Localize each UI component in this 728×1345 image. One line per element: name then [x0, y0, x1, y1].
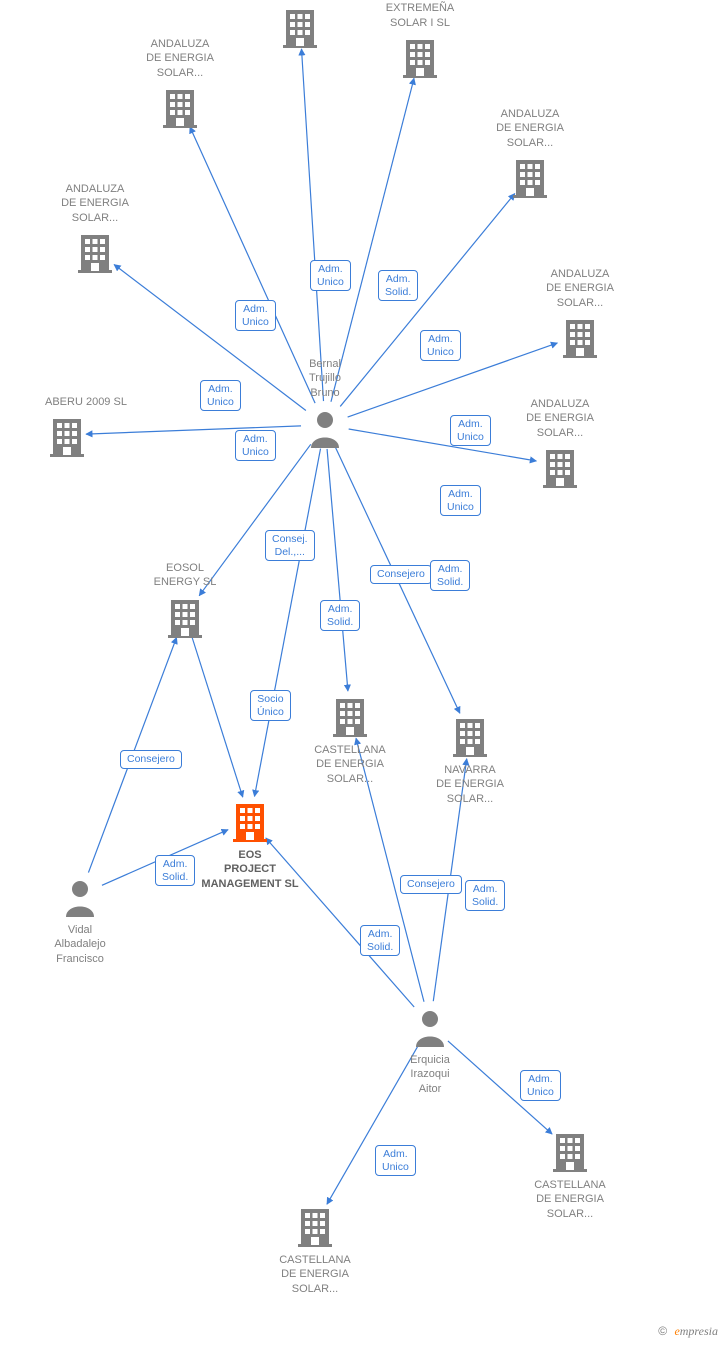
node-label: CASTELLANA DE ENERGIA SOLAR... [520, 1178, 620, 1221]
edge-label: Adm. Solid. [320, 600, 360, 631]
node-c_and1[interactable]: ANDALUZA DE ENERGIA SOLAR... [250, 0, 350, 48]
node-c_and2[interactable]: ANDALUZA DE ENERGIA SOLAR... [130, 37, 230, 128]
edge-label: Consejero [400, 875, 462, 894]
node-label: ANDALUZA DE ENERGIA SOLAR... [510, 397, 610, 440]
node-p_aitor[interactable]: Erquicia Irazoqui Aitor [380, 1003, 480, 1096]
building-icon [228, 798, 272, 842]
edge-label: Consejero [120, 750, 182, 769]
edge-label: Adm. Unico [520, 1070, 561, 1101]
node-c_and6[interactable]: ANDALUZA DE ENERGIA SOLAR... [510, 397, 610, 488]
node-c_aberu[interactable]: ABERU 2009 SL [45, 395, 195, 457]
node-label: ABERU 2009 SL [45, 395, 195, 409]
edge-label: Consej. Del.,... [265, 530, 315, 561]
edge-label: Adm. Solid. [378, 270, 418, 301]
edge-label: Adm. Unico [440, 485, 481, 516]
node-c_cast2[interactable]: CASTELLANA DE ENERGIA SOLAR... [265, 1203, 365, 1296]
node-label: COMPAÑIA EXTREMEÑA SOLAR I SL [370, 0, 470, 30]
edge-label: Socio Único [250, 690, 291, 721]
building-icon [448, 713, 492, 757]
edge-label: Adm. Unico [420, 330, 461, 361]
edge-label: Adm. Unico [200, 380, 241, 411]
node-label: Vidal Albadalejo Francisco [30, 923, 130, 966]
node-c_eosol[interactable]: EOSOL ENERGY SL [135, 561, 235, 638]
node-label: CASTELLANA DE ENERGIA SOLAR... [300, 743, 400, 786]
edge-label: Adm. Unico [310, 260, 351, 291]
node-c_nav[interactable]: NAVARRA DE ENERGIA SOLAR... [420, 713, 520, 806]
edge-label: Adm. Solid. [155, 855, 195, 886]
building-icon [45, 413, 89, 457]
node-c_cast3[interactable]: CASTELLANA DE ENERGIA SOLAR... [520, 1128, 620, 1221]
edge-label: Adm. Solid. [430, 560, 470, 591]
footer-copyright: © empresia [658, 1324, 718, 1339]
copyright-symbol: © [658, 1324, 667, 1338]
node-label: ANDALUZA DE ENERGIA SOLAR... [130, 37, 230, 80]
node-c_and5[interactable]: ANDALUZA DE ENERGIA SOLAR... [530, 267, 630, 358]
edge-label: Adm. Solid. [465, 880, 505, 911]
node-label: EOS PROJECT MANAGEMENT SL [200, 848, 300, 891]
building-icon [73, 229, 117, 273]
building-icon [538, 444, 582, 488]
person-icon [408, 1003, 452, 1047]
building-icon [508, 154, 552, 198]
logo-rest: mpresia [680, 1324, 718, 1338]
edge-line [301, 49, 323, 401]
node-label: ANDALUZA DE ENERGIA SOLAR... [45, 182, 145, 225]
building-icon [158, 84, 202, 128]
node-c_cast1[interactable]: CASTELLANA DE ENERGIA SOLAR... [300, 693, 400, 786]
building-icon [398, 34, 442, 78]
node-label: Bernal Trujillo Bruno [275, 357, 375, 400]
building-icon [293, 1203, 337, 1247]
node-c_ext[interactable]: COMPAÑIA EXTREMEÑA SOLAR I SL [370, 0, 470, 78]
node-c_and3[interactable]: ANDALUZA DE ENERGIA SOLAR... [480, 107, 580, 198]
edge-label: Consejero [370, 565, 432, 584]
edge-line [331, 78, 414, 402]
building-icon [558, 314, 602, 358]
edge-label: Adm. Unico [375, 1145, 416, 1176]
building-icon [548, 1128, 592, 1172]
edge-line [327, 449, 348, 691]
node-p_bruno[interactable]: Bernal Trujillo Bruno [275, 357, 375, 448]
edge-label: Adm. Unico [235, 430, 276, 461]
node-c_and4[interactable]: ANDALUZA DE ENERGIA SOLAR... [45, 182, 145, 273]
edge-line [349, 429, 537, 461]
node-label: ANDALUZA DE ENERGIA SOLAR... [530, 267, 630, 310]
building-icon [328, 693, 372, 737]
node-label: CASTELLANA DE ENERGIA SOLAR... [265, 1253, 365, 1296]
edge-line [192, 638, 242, 797]
node-label: EOSOL ENERGY SL [135, 561, 235, 590]
person-icon [303, 404, 347, 448]
person-icon [58, 873, 102, 917]
edge-label: Adm. Unico [450, 415, 491, 446]
node-label: NAVARRA DE ENERGIA SOLAR... [420, 763, 520, 806]
node-label: ANDALUZA DE ENERGIA SOLAR... [480, 107, 580, 150]
node-p_vidal[interactable]: Vidal Albadalejo Francisco [30, 873, 130, 966]
edge-label: Adm. Unico [235, 300, 276, 331]
building-icon [278, 4, 322, 48]
node-label: Erquicia Irazoqui Aitor [380, 1053, 480, 1096]
edge-label: Adm. Solid. [360, 925, 400, 956]
node-c_eos[interactable]: EOS PROJECT MANAGEMENT SL [200, 798, 300, 891]
building-icon [163, 594, 207, 638]
